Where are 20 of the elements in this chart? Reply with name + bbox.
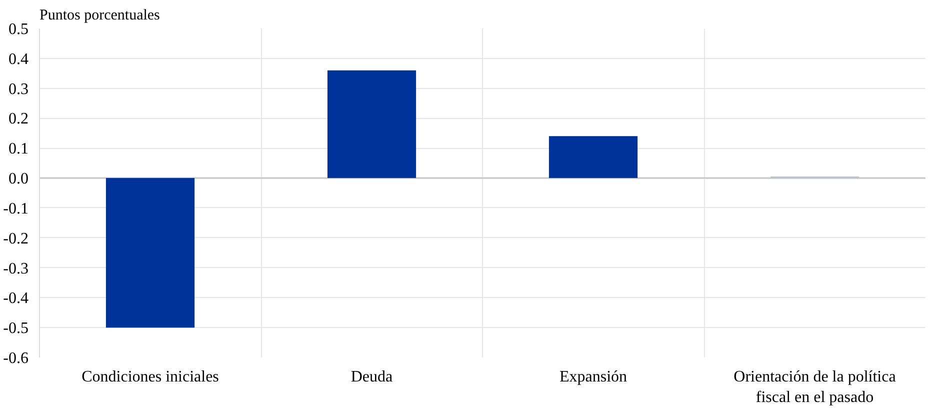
y-tick-label: -0.3: [3, 260, 28, 278]
x-tick-label: Condiciones iniciales: [82, 368, 219, 386]
bar: [106, 178, 195, 328]
bar: [327, 70, 416, 178]
x-tick-label: Deuda: [350, 368, 393, 386]
y-tick-label: -0.1: [3, 200, 28, 218]
y-tick-label: 0.3: [8, 80, 28, 98]
y-axis-title: Puntos porcentuales: [40, 8, 160, 24]
x-tick-label: Expansión: [559, 368, 628, 386]
y-tick-label: 0.0: [8, 170, 28, 188]
y-tick-label: 0.1: [8, 140, 28, 158]
y-tick-label: -0.4: [3, 290, 28, 308]
x-tick-label: Orientación de la política fiscal en el pasado: [734, 368, 896, 406]
y-tick-label: -0.6: [3, 350, 28, 367]
y-tick-label: -0.2: [3, 230, 28, 248]
bar: [548, 136, 638, 178]
y-tick-label: 0.4: [8, 50, 28, 68]
y-tick-label: 0.5: [8, 21, 28, 38]
y-tick-label: -0.5: [3, 320, 28, 338]
y-tick-label: 0.2: [8, 110, 28, 128]
